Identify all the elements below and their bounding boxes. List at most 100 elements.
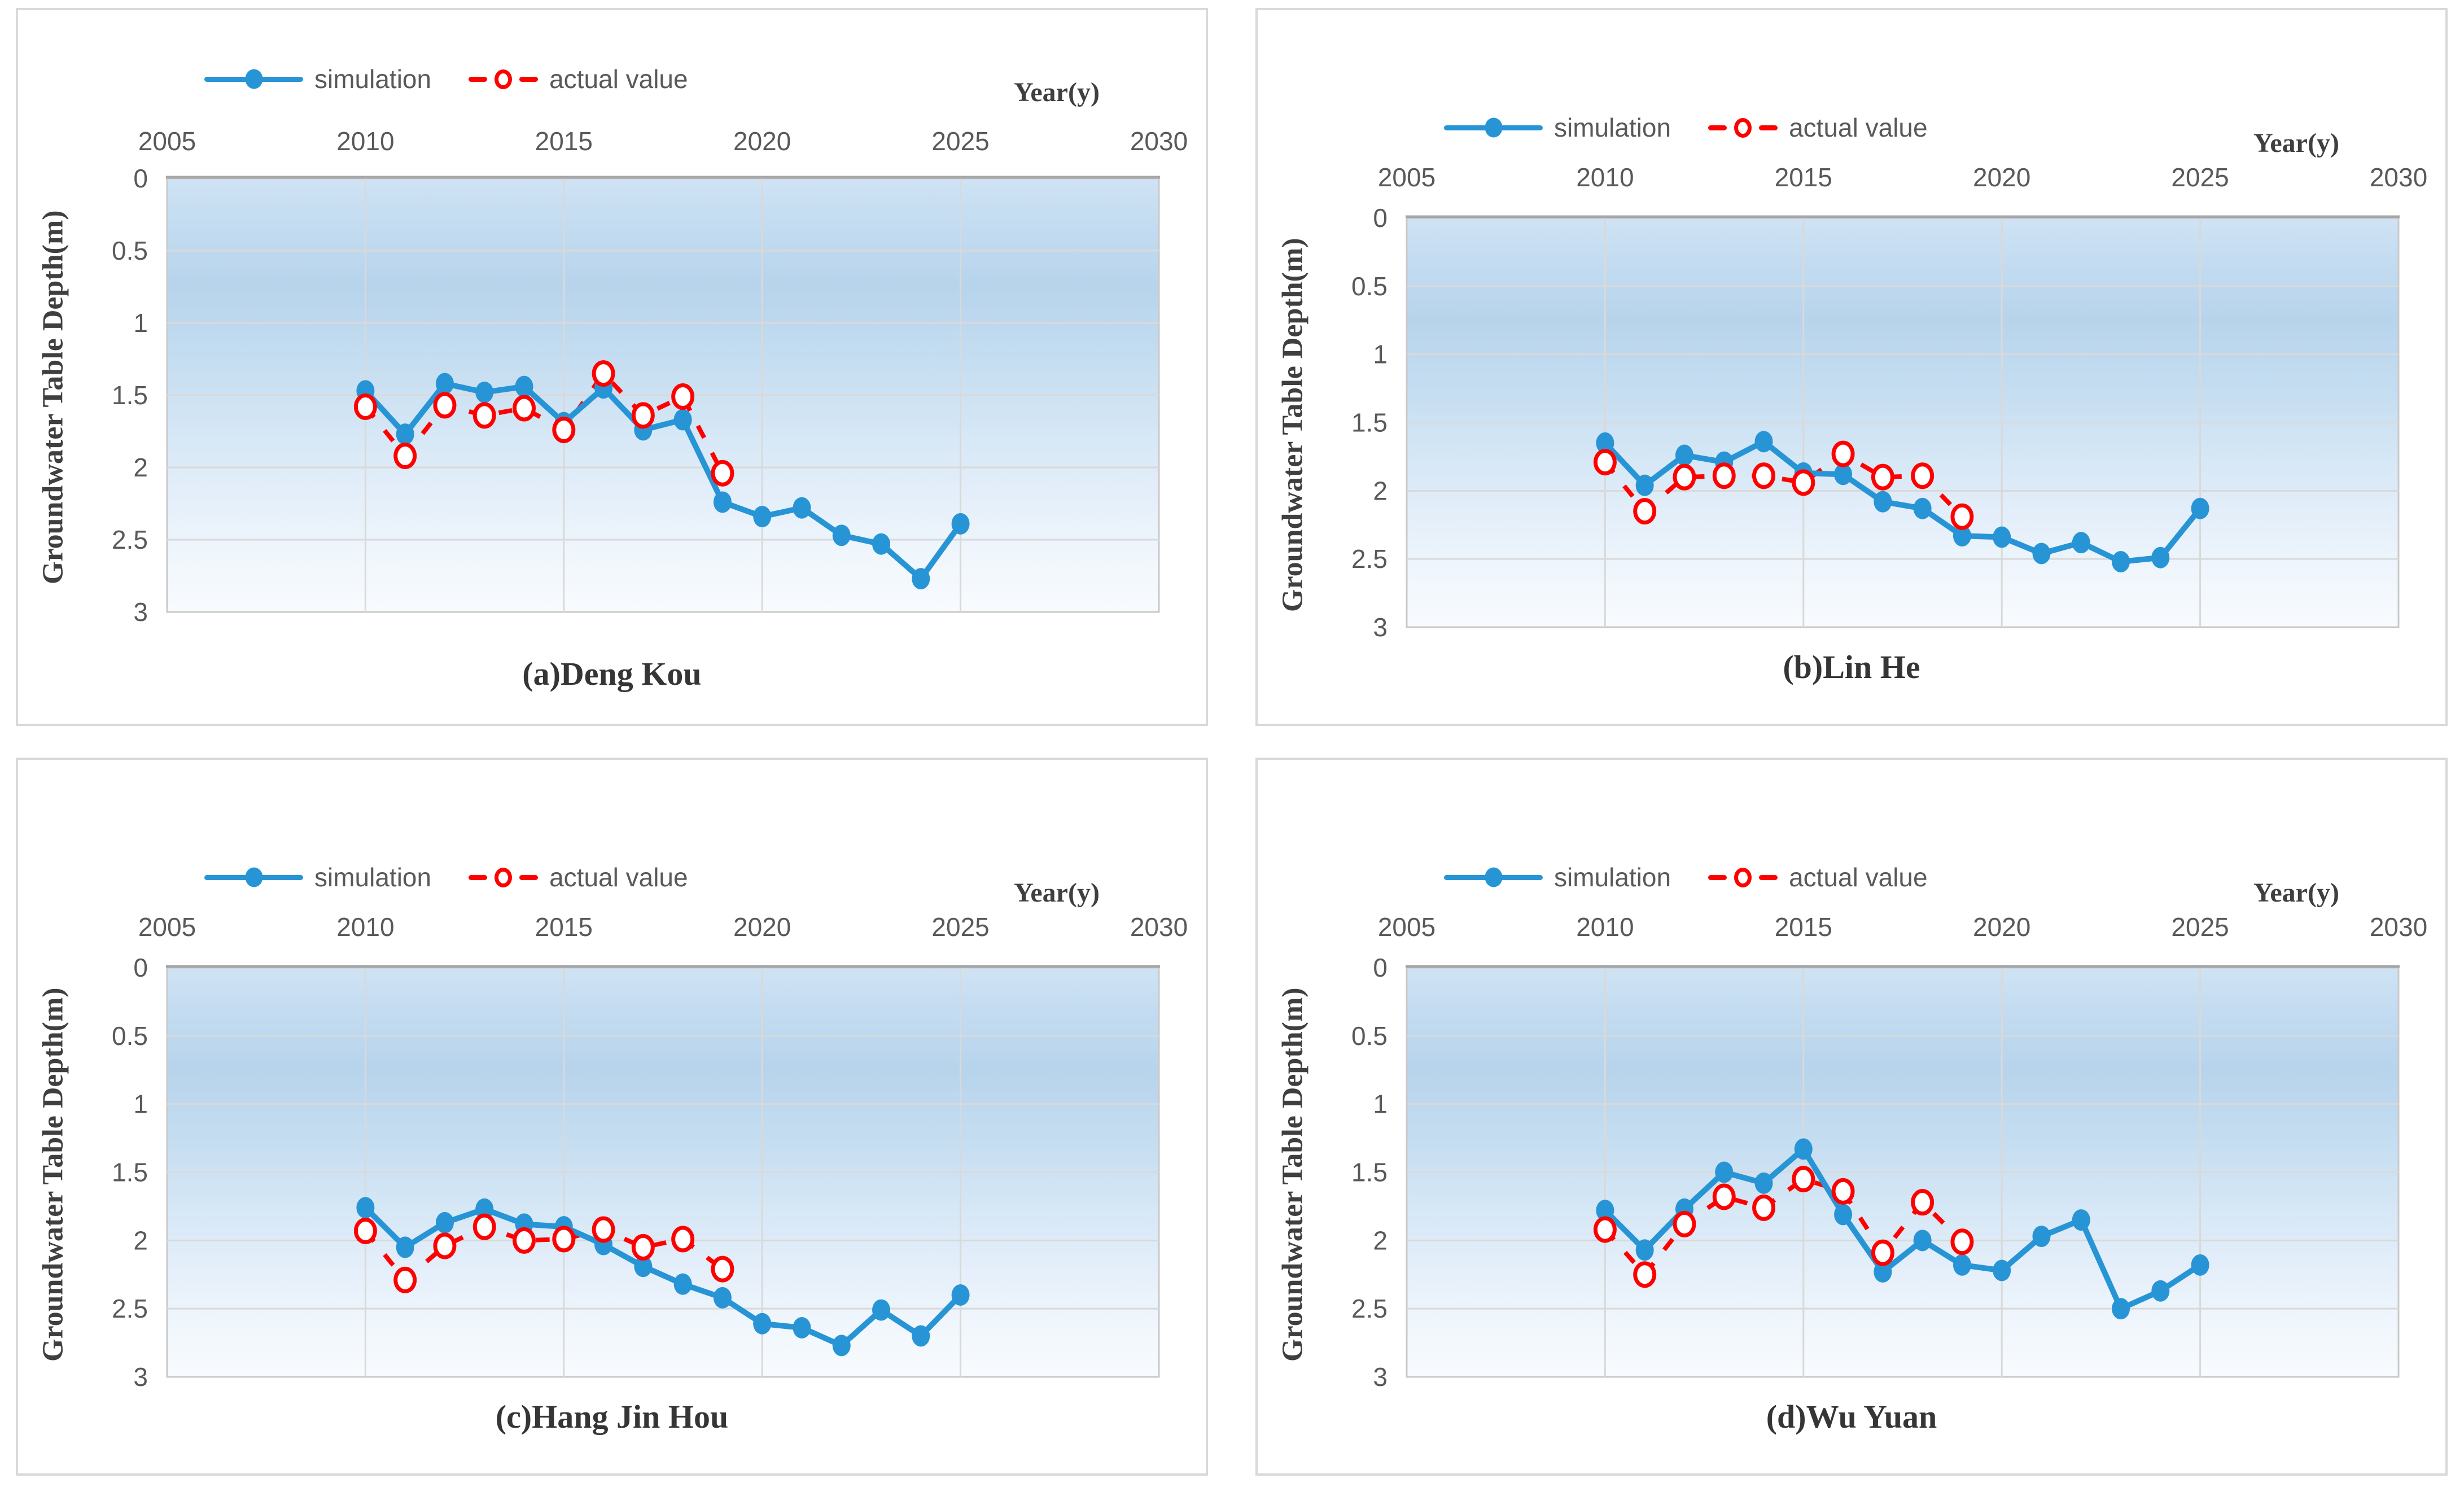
simulation-data-point — [1635, 1239, 1654, 1261]
simulation-data-point — [2112, 1298, 2130, 1320]
actual-legend-marker-icon — [1708, 117, 1778, 138]
actual-data-point — [711, 460, 734, 487]
actual-data-point — [711, 1256, 734, 1283]
actual-data-point — [1593, 449, 1617, 476]
x-axis-title: Year(y) — [1014, 77, 1100, 107]
simulation-data-point — [2191, 497, 2209, 519]
simulation-data-point — [872, 533, 891, 555]
simulation-data-point — [475, 1198, 494, 1220]
x-tick-label: 2025 — [2171, 912, 2229, 942]
x-tick-label: 2015 — [1775, 163, 1832, 192]
actual-data-point — [1673, 1210, 1696, 1237]
actual-data-point — [1633, 1261, 1657, 1288]
y-tick-label: 0.5 — [1351, 1021, 1388, 1051]
panel-caption: (a)Deng Kou — [522, 655, 702, 692]
simulation-data-point — [912, 1325, 930, 1347]
x-axis-title: Year(y) — [2253, 878, 2339, 908]
y-tick-label: 0.5 — [112, 236, 148, 265]
legend-simulation-label: simulation — [314, 863, 432, 892]
actual-data-point — [671, 383, 695, 410]
legend: simulation actual value — [1444, 111, 1928, 145]
lin-he-plot: 2005 2010 2015 2020 2025 2030 0 0.5 1 1.5 2 2.5 3 — [1351, 163, 2427, 642]
actual-data-point — [671, 1226, 695, 1253]
x-tick-label: 2030 — [2370, 163, 2427, 192]
simulation-data-point — [951, 1284, 970, 1306]
y-tick-label: 0 — [1373, 953, 1388, 982]
y-axis-title: Groundwater Table Depth(m) — [37, 210, 69, 585]
legend-actual-label: actual value — [1789, 113, 1928, 142]
actual-data-point — [472, 1213, 496, 1240]
y-tick-label: 1.5 — [112, 380, 148, 410]
x-axis-title: Year(y) — [1014, 878, 1100, 908]
actual-value-line — [1603, 451, 1964, 519]
legend: simulation actual value — [204, 62, 688, 96]
y-tick-label: 0 — [133, 164, 148, 193]
simulation-data-point — [1675, 444, 1693, 466]
panel-caption: (c)Hang Jin Hou — [495, 1398, 729, 1435]
simulation-data-point — [1715, 1161, 1734, 1183]
simulation-marker-dot-icon — [1485, 867, 1502, 887]
y-tick-label: 1 — [133, 308, 148, 338]
actual-data-point — [513, 395, 536, 422]
simulation-data-point — [872, 1299, 891, 1321]
simulation-data-point — [1953, 1254, 1971, 1276]
y-tick-label: 0.5 — [1351, 272, 1388, 301]
y-axis-title: Groundwater Table Depth(m) — [1276, 987, 1309, 1362]
y-tick-label: 2.5 — [112, 525, 148, 554]
actual-value-line — [364, 1224, 724, 1284]
x-tick-label: 2005 — [138, 912, 196, 942]
actual-data-point — [631, 1233, 655, 1261]
x-tick-label: 2030 — [1130, 912, 1188, 942]
simulation-data-point — [1913, 1230, 1932, 1252]
y-tick-label: 2.5 — [1351, 1294, 1388, 1323]
y-axis-title: Groundwater Table Depth(m) — [1276, 238, 1309, 612]
simulation-data-point — [1754, 431, 1773, 453]
actual-data-point — [513, 1227, 536, 1254]
simulation-data-point — [356, 1197, 375, 1219]
y-axis-title: Groundwater Table Depth(m) — [37, 987, 69, 1362]
y-tick-label: 0 — [1373, 203, 1388, 233]
actual-data-point — [1593, 1216, 1617, 1243]
actual-data-point — [1752, 462, 1776, 489]
x-tick-label: 2005 — [138, 126, 196, 156]
simulation-legend-marker-icon — [204, 69, 303, 89]
simulation-data-point — [753, 506, 772, 528]
legend-simulation-label: simulation — [1554, 863, 1671, 892]
simulation-data-point — [2072, 532, 2090, 554]
legend: simulation actual value — [204, 860, 688, 894]
simulation-legend-marker-icon — [1444, 117, 1543, 138]
actual-legend-marker-icon — [469, 867, 539, 887]
actual-value-line — [364, 370, 725, 475]
simulation-line — [1603, 1146, 2202, 1312]
actual-data-point — [433, 392, 457, 419]
actual-data-point — [1792, 1166, 1815, 1193]
y-tick-label: 2 — [133, 453, 148, 482]
y-tick-label: 1.5 — [1351, 1158, 1388, 1187]
simulation-data-point — [2032, 543, 2051, 565]
simulation-data-point — [1913, 497, 1932, 519]
actual-value-line — [1603, 1176, 1964, 1278]
simulation-line — [1603, 439, 2203, 565]
actual-data-point — [1911, 462, 1935, 489]
x-axis-title: Year(y) — [2253, 128, 2339, 158]
actual-data-point — [1831, 1178, 1855, 1205]
simulation-line — [363, 380, 963, 582]
x-tick-label: 2015 — [535, 912, 593, 942]
simulation-data-point — [793, 497, 811, 519]
simulation-data-point — [1874, 491, 1892, 513]
x-tick-label: 2020 — [1973, 163, 2030, 192]
y-tick-label: 3 — [133, 1362, 148, 1392]
legend: simulation actual value — [1444, 860, 1928, 894]
x-tick-label: 2010 — [336, 126, 394, 156]
simulation-data-point — [475, 381, 494, 403]
simulation-data-point — [2072, 1209, 2090, 1231]
actual-data-point — [592, 360, 615, 387]
simulation-data-point — [634, 1256, 653, 1278]
y-tick-label: 3 — [1373, 613, 1388, 642]
actual-data-point — [393, 1266, 417, 1293]
x-tick-label: 2005 — [1378, 163, 1435, 192]
chart-panel-lin-he: 2005 2010 2015 2020 2025 2030 0 0.5 1 1.5 2 2.5 3 si… — [1255, 8, 2448, 726]
simulation-data-point — [673, 409, 692, 431]
y-tick-label: 1.5 — [1351, 408, 1388, 438]
